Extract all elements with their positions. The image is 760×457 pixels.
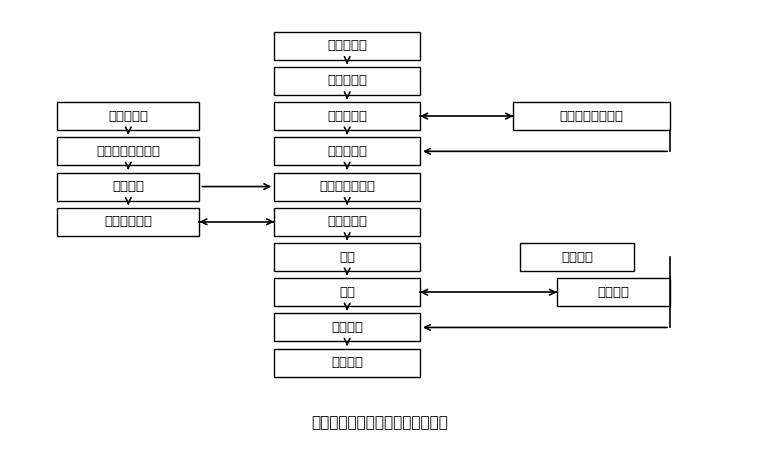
- Bar: [274, 349, 420, 377]
- Text: 复压: 复压: [339, 286, 355, 299]
- Bar: [57, 208, 199, 236]
- Text: 混合料运输: 混合料运输: [327, 145, 367, 158]
- Text: 高程厚度控制: 高程厚度控制: [104, 215, 152, 228]
- Text: 混合料温度检测: 混合料温度检测: [319, 180, 375, 193]
- Bar: [57, 138, 199, 165]
- Bar: [274, 102, 420, 130]
- Text: 混合料摊铺: 混合料摊铺: [327, 215, 367, 228]
- Text: 路面结构层沥青面层施工工序流程: 路面结构层沥青面层施工工序流程: [312, 415, 448, 430]
- Bar: [521, 243, 634, 271]
- Bar: [57, 173, 199, 201]
- Bar: [274, 67, 420, 95]
- Bar: [274, 208, 420, 236]
- Text: 粘、透、封层施工: 粘、透、封层施工: [97, 145, 160, 158]
- Text: 混合料拌和: 混合料拌和: [327, 110, 367, 122]
- Bar: [274, 243, 420, 271]
- Text: 施工放样: 施工放样: [112, 180, 144, 193]
- Text: 终压成型: 终压成型: [331, 321, 363, 334]
- Text: 温度检测: 温度检测: [597, 286, 629, 299]
- Text: 初压: 初压: [339, 250, 355, 264]
- Bar: [274, 173, 420, 201]
- Bar: [274, 314, 420, 341]
- Bar: [274, 138, 420, 165]
- Bar: [57, 102, 199, 130]
- Bar: [513, 102, 670, 130]
- Text: 温度检测: 温度检测: [561, 250, 593, 264]
- Text: 下承层验收: 下承层验收: [108, 110, 148, 122]
- Bar: [274, 32, 420, 59]
- Text: 工作面准备: 工作面准备: [327, 74, 367, 87]
- Bar: [274, 278, 420, 306]
- Text: 温度、混合料检测: 温度、混合料检测: [559, 110, 624, 122]
- Text: 配合比设计: 配合比设计: [327, 39, 367, 52]
- Text: 质量检测: 质量检测: [331, 356, 363, 369]
- Bar: [557, 278, 670, 306]
